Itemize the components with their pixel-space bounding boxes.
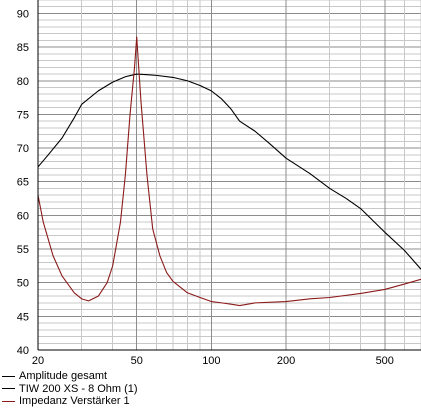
axes	[37, 0, 421, 351]
tick-labels: 40 45 50 55 60 65 70 75 80 85 90 20 50 100 200 500	[17, 8, 394, 367]
legend-item-amplitude: Amplitude gesamt	[2, 370, 138, 383]
y-tick-label: 65	[17, 177, 29, 189]
y-tick-label: 80	[17, 76, 29, 88]
x-tick-label: 200	[277, 355, 295, 367]
legend-label-amplitude: Amplitude gesamt	[19, 370, 108, 382]
x-tick-label: 100	[202, 355, 220, 367]
y-tick-label: 70	[17, 143, 29, 155]
y-tick-label: 90	[17, 8, 29, 20]
y-tick-label: 45	[17, 311, 29, 323]
series-line-2	[37, 36, 421, 307]
x-tick-label: 500	[376, 355, 394, 367]
x-tick-label: 20	[32, 355, 44, 367]
legend-label-impedance: Impedanz Verstärker 1	[19, 395, 130, 407]
grid	[37, 0, 421, 351]
legend-item-tiw200xs: TIW 200 XS - 8 Ohm (1)	[2, 383, 138, 396]
y-tick-label: 50	[17, 278, 29, 290]
legend-swatch-impedance	[2, 400, 15, 402]
y-tick-label: 55	[17, 244, 29, 256]
legend: Amplitude gesamt TIW 200 XS - 8 Ohm (1) …	[2, 370, 138, 408]
y-tick-label: 40	[17, 345, 29, 357]
x-tick-label: 50	[131, 355, 143, 367]
y-tick-label: 60	[17, 210, 29, 222]
legend-item-impedance: Impedanz Verstärker 1	[2, 395, 138, 408]
legend-swatch-tiw200xs	[2, 388, 15, 390]
legend-label-tiw200xs: TIW 200 XS - 8 Ohm (1)	[19, 382, 138, 395]
series-lines	[37, 36, 421, 307]
y-tick-label: 85	[17, 42, 29, 54]
y-tick-label: 75	[17, 109, 29, 121]
series-line-0	[37, 73, 421, 270]
legend-swatch-amplitude	[2, 375, 15, 377]
